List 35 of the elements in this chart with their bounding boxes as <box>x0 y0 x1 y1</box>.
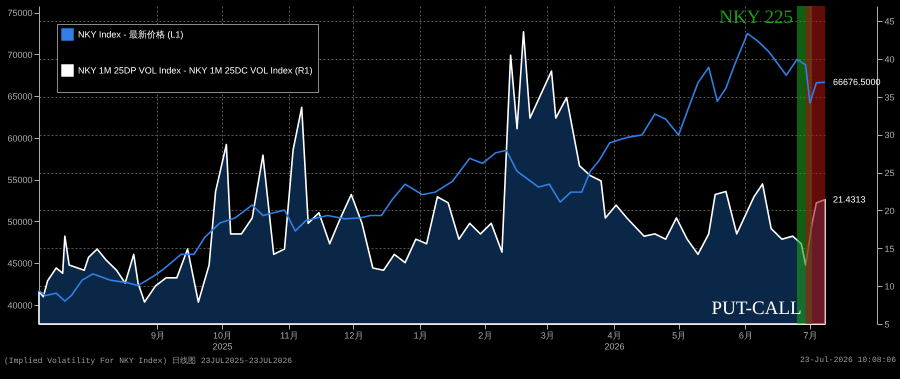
y-tick-label: 45000 <box>7 258 32 269</box>
legend-label: NKY 1M 25DP VOL Index - NKY 1M 25DC VOL Index (R1) <box>78 66 312 76</box>
x-tick-label: 12月 <box>344 330 364 340</box>
text: (Implied Volatility For NKY Index) 日线图 23JUL2025-23JUL2026 <box>4 356 292 366</box>
data-label: 21.4313 <box>833 194 866 205</box>
x-tick-label: 5月 <box>672 330 686 340</box>
y2-tick-label: 35 <box>884 92 895 102</box>
y-tick-label: 55000 <box>7 175 32 186</box>
y2-tick-label: 45 <box>884 16 895 27</box>
y2-tick-label: 25 <box>884 168 895 178</box>
y2-tick-label: 15 <box>884 244 895 254</box>
x-tick-label: 2月 <box>478 330 492 340</box>
y-tick-label: 70000 <box>7 50 32 60</box>
x-tick-label: 10月 2025 <box>212 330 233 352</box>
y-tick-label: 75000 <box>7 8 32 18</box>
y2-tick-label: 30 <box>884 130 895 140</box>
x-tick-label: 7月 <box>803 330 818 340</box>
y2-tick-label: 20 <box>884 206 895 216</box>
y-tick-label: 50000 <box>7 216 32 227</box>
y2-tick-label: 5 <box>884 320 890 330</box>
y-tick-label: 65000 <box>7 92 32 102</box>
text: 23-Jul-2026 10:08:06 <box>800 356 896 365</box>
x-tick-label: 1月 <box>414 330 428 340</box>
x-tick-label: 11月 <box>280 330 298 340</box>
y2-tick-label: 40 <box>884 54 895 64</box>
band-label: PUT-CALL <box>712 298 802 319</box>
x-tick-label: 4月 2026 <box>604 330 624 352</box>
legend-label: NKY Index - 最新价格 (L1) <box>78 30 184 40</box>
x-tick-label: 9月 <box>150 330 165 340</box>
band-label: NKY 225 <box>719 7 794 28</box>
y-tick-label: 60000 <box>7 133 32 144</box>
x-tick-label: 3月 <box>540 330 555 340</box>
y-tick-label: 40000 <box>7 300 32 310</box>
x-tick-label: 6月 <box>738 330 753 340</box>
y2-tick-label: 10 <box>884 282 895 292</box>
